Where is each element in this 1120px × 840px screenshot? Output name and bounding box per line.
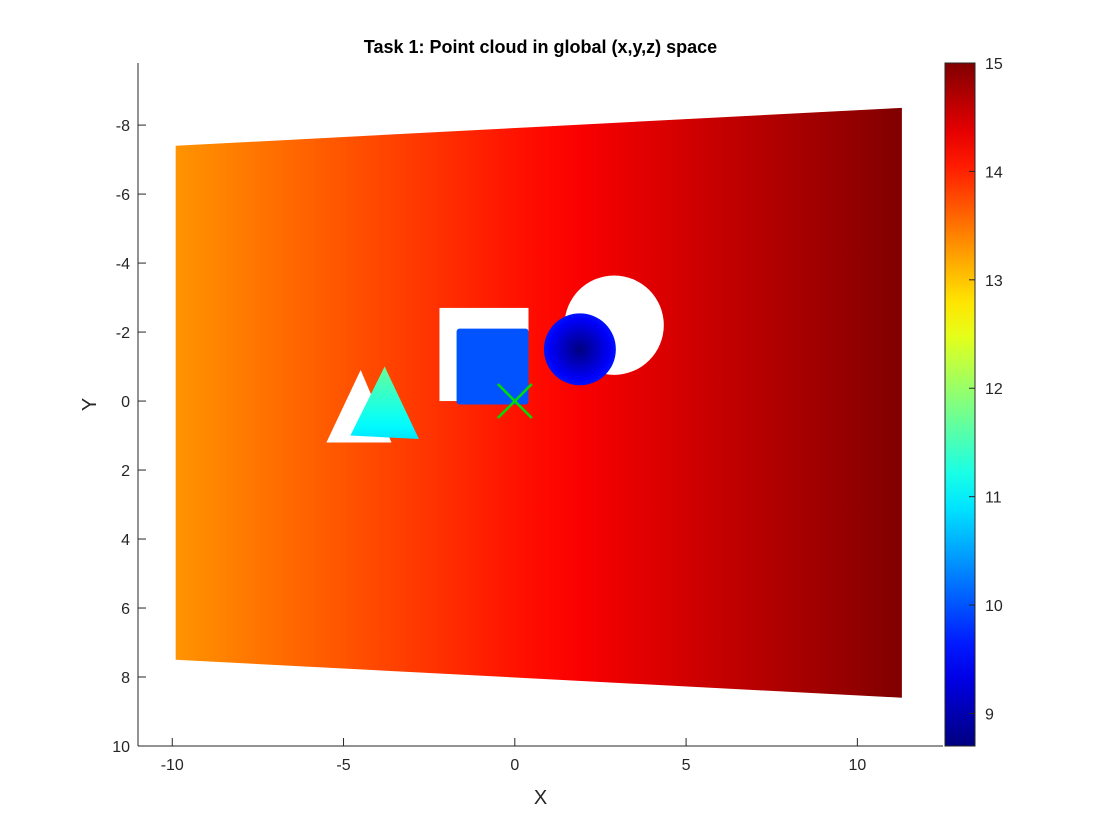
- y-tick-label: -6: [116, 187, 130, 204]
- circle-object: [543, 313, 616, 386]
- y-tick-label: -8: [116, 118, 130, 135]
- y-tick-label: 8: [121, 670, 130, 687]
- y-axis-title: Y: [79, 398, 101, 411]
- y-tick-label: -4: [116, 256, 130, 273]
- plot-area: [175, 107, 902, 698]
- triangle-object: [350, 366, 419, 439]
- y-tick-label: 6: [121, 601, 130, 618]
- point-cloud-objects: [350, 313, 616, 439]
- colorbar: 9 10 11 12 13 14 15: [944, 56, 1003, 747]
- x-tick-label: -5: [336, 757, 350, 774]
- y-tick-label: 0: [121, 394, 130, 411]
- origin-marker: [496, 383, 533, 419]
- y-axis-ticks: -8 -6 -4 -2 0 2 4 6 8 10: [112, 118, 146, 756]
- colorbar-tick-label: 14: [985, 164, 1003, 181]
- colorbar-tick-label: 10: [985, 598, 1003, 615]
- point-cloud-plane: [175, 107, 902, 698]
- axes: -10 -5 0 5 10 -8 -6 -4 -2 0 2 4 6 8 10: [112, 63, 943, 774]
- x-axis-title: X: [534, 787, 547, 809]
- colorbar-tick-label: 13: [985, 273, 1003, 290]
- x-tick-label: 10: [848, 757, 866, 774]
- marker-stroke: [496, 383, 533, 419]
- x-axis-ticks: -10 -5 0 5 10: [161, 738, 866, 774]
- colorbar-tick-label: 9: [985, 706, 994, 723]
- colorbar-gradient: [944, 62, 976, 747]
- colorbar-tick-label: 15: [985, 56, 1003, 73]
- rectangle-object: [456, 328, 529, 405]
- x-tick-label: -10: [161, 757, 184, 774]
- y-tick-label: 10: [112, 739, 130, 756]
- chart-title: Task 1: Point cloud in global (x,y,z) sp…: [364, 37, 717, 57]
- y-tick-label: -2: [116, 325, 130, 342]
- x-tick-label: 5: [682, 757, 691, 774]
- y-tick-label: 4: [121, 532, 130, 549]
- colorbar-tick-label: 11: [985, 490, 1002, 507]
- colorbar-tick-label: 12: [985, 381, 1003, 398]
- x-tick-label: 0: [510, 757, 519, 774]
- colorbar-ticks: 9 10 11 12 13 14 15: [969, 56, 1003, 723]
- y-tick-label: 2: [121, 463, 130, 480]
